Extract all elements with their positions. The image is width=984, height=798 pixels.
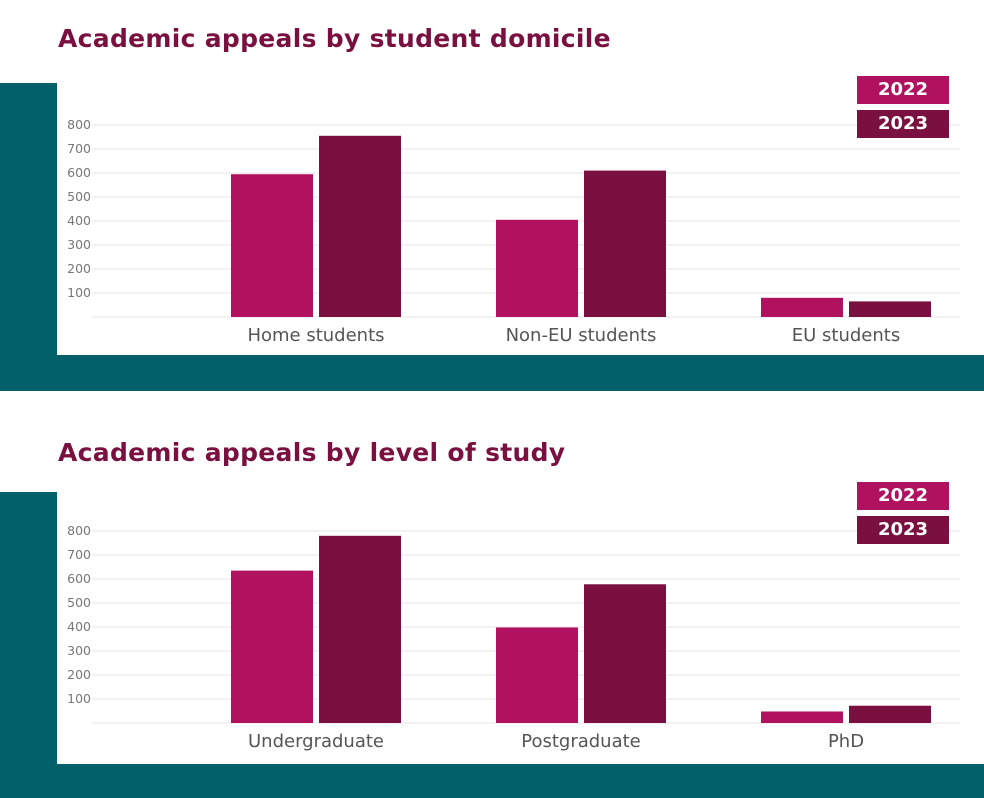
bar-2022-non-eu-students [496,219,578,317]
y-tick-label: 100 [67,285,91,300]
x-category-label: Non-EU students [506,325,657,346]
y-tick-label: 400 [67,619,91,634]
bar-2023-eu-students [849,301,931,317]
y-tick-label: 100 [67,691,91,706]
bar-2023-home-students [319,135,401,317]
y-tick-label: 400 [67,213,91,228]
bar-2023-postgraduate [584,584,666,723]
x-category-label: PhD [828,731,864,752]
chart-2-legend-2023: 2023 [857,516,949,544]
chart-1-plot: 100 200 300 400 500 600 700 800 Home students Non… [67,117,960,346]
x-category-label: Home students [247,325,384,346]
bar-2022-eu-students [761,297,843,317]
bar-2023-undergraduate [319,535,401,723]
chart-1-legend-2022: 2022 [857,76,949,104]
bar-2023-phd [849,705,931,723]
y-tick-label: 500 [67,595,91,610]
y-tick-label: 600 [67,165,91,180]
x-category-label: Undergraduate [248,731,384,752]
chart-1-title: Academic appeals by student domicile [58,24,611,53]
bar-2023-non-eu-students [584,170,666,317]
chart-1-legend-2023: 2023 [857,110,949,138]
y-tick-label: 800 [67,117,91,132]
bar-2022-postgraduate [496,627,578,723]
y-tick-label: 300 [67,237,91,252]
y-tick-label: 600 [67,571,91,586]
y-tick-label: 200 [67,261,91,276]
bar-2022-phd [761,711,843,723]
chart-2-plot: 100 200 300 400 500 600 700 800 Undergraduate Pos… [67,523,960,752]
bar-2022-undergraduate [231,570,313,723]
y-tick-label: 700 [67,547,91,562]
chart-2-title: Academic appeals by level of study [58,438,566,467]
x-category-label: EU students [792,325,900,346]
y-tick-label: 700 [67,141,91,156]
x-category-label: Postgraduate [521,731,641,752]
bar-2022-home-students [231,174,313,317]
y-tick-label: 800 [67,523,91,538]
chart-2-legend-2022: 2022 [857,482,949,510]
y-tick-label: 200 [67,667,91,682]
y-tick-label: 500 [67,189,91,204]
y-tick-label: 300 [67,643,91,658]
